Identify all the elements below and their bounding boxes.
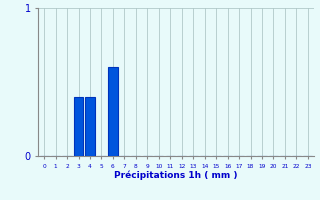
Bar xyxy=(85,97,95,156)
Bar xyxy=(74,97,83,156)
Bar xyxy=(108,67,117,156)
X-axis label: Précipitations 1h ( mm ): Précipitations 1h ( mm ) xyxy=(114,170,238,180)
